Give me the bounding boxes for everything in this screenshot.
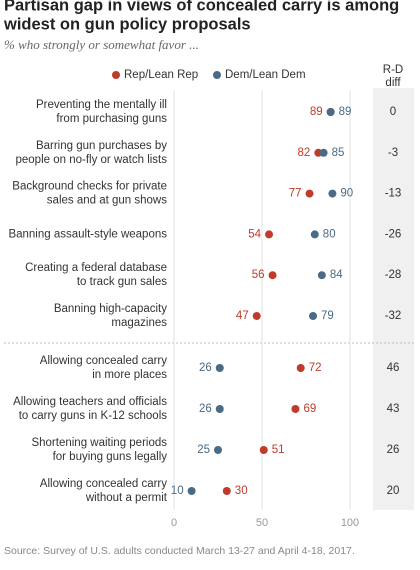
category-label: sales and at gun shows xyxy=(47,195,167,207)
diff-value: 46 xyxy=(387,362,400,374)
category-label: to carry guns in K-12 schools xyxy=(19,410,168,422)
legend-label: Rep/Lean Rep xyxy=(124,69,198,81)
value-label: 72 xyxy=(309,362,322,374)
legend-label: Dem/Lean Dem xyxy=(225,69,306,81)
dot xyxy=(296,364,305,372)
diff-value: -13 xyxy=(385,188,402,200)
dot xyxy=(222,487,231,495)
category-label: Banning assault-style weapons xyxy=(8,228,167,240)
category-label: Allowing concealed carry xyxy=(40,478,167,490)
dot xyxy=(215,364,224,372)
value-label: 26 xyxy=(199,362,212,374)
subtitle: % who strongly or somewhat favor ... xyxy=(4,37,199,52)
value-label: 56 xyxy=(252,269,265,281)
value-label: 26 xyxy=(199,403,212,415)
value-label: 80 xyxy=(323,228,336,240)
value-label: 85 xyxy=(332,147,345,159)
dot xyxy=(265,230,274,239)
dot xyxy=(305,189,314,198)
diff-column xyxy=(373,88,414,510)
category-label: Banning high-capacity xyxy=(54,303,167,315)
legend-dot xyxy=(112,71,120,79)
category-label: Allowing concealed carry xyxy=(40,355,167,367)
category-label: Allowing teachers and officials xyxy=(13,396,167,408)
diff-value: 26 xyxy=(387,444,400,456)
diff-value: -28 xyxy=(385,269,402,281)
category-label: Preventing the mentally ill xyxy=(36,99,167,111)
dot xyxy=(215,405,224,413)
dot xyxy=(319,148,328,157)
diff-value: -26 xyxy=(385,228,402,240)
dot xyxy=(252,312,261,320)
dot xyxy=(268,271,277,280)
diff-value: 0 xyxy=(390,106,396,118)
value-label: 79 xyxy=(321,310,334,322)
diff-value: 20 xyxy=(387,485,400,497)
value-label: 25 xyxy=(197,444,210,456)
value-label: 51 xyxy=(272,444,285,456)
dot xyxy=(214,446,222,454)
value-label: 82 xyxy=(298,147,311,159)
category-label: from purchasing guns xyxy=(56,113,167,125)
diff-value: -3 xyxy=(388,147,398,159)
category-label: Background checks for private xyxy=(12,181,167,193)
value-label: 90 xyxy=(340,188,353,200)
value-label: 89 xyxy=(310,106,323,118)
source: Source: Survey of U.S. adults conducted … xyxy=(4,545,355,557)
value-label: 54 xyxy=(248,228,261,240)
dot xyxy=(317,271,326,280)
dot xyxy=(310,230,319,239)
diff-header: diff xyxy=(385,77,401,89)
diff-value: 43 xyxy=(387,403,400,415)
category-label: people on no-fly or watch lists xyxy=(16,154,168,166)
category-label: for buying guns legally xyxy=(53,451,168,463)
diff-header: R-D xyxy=(383,64,403,76)
diff-value: -32 xyxy=(385,310,402,322)
value-label: 84 xyxy=(330,269,343,281)
legend-dot xyxy=(213,71,221,79)
dot xyxy=(309,312,318,320)
chart-title: Partisan gap in views of concealed carry… xyxy=(4,0,399,14)
x-tick-label: 100 xyxy=(341,517,359,529)
x-tick-label: 50 xyxy=(256,517,268,529)
dot xyxy=(187,487,196,495)
value-label: 10 xyxy=(171,485,184,497)
value-label: 77 xyxy=(289,188,302,200)
value-label: 69 xyxy=(303,403,316,415)
category-label: magazines xyxy=(111,317,167,329)
category-label: Creating a federal database xyxy=(25,262,167,274)
category-label: without a permit xyxy=(85,492,168,504)
dot xyxy=(328,189,337,198)
category-label: in more places xyxy=(92,369,167,381)
dot xyxy=(259,446,268,454)
value-label: 30 xyxy=(235,485,248,497)
dot xyxy=(291,405,300,413)
x-tick-label: 0 xyxy=(171,517,177,529)
dot xyxy=(326,108,335,116)
category-label: to track gun sales xyxy=(77,276,167,288)
value-label: 89 xyxy=(339,106,352,118)
category-label: Shortening waiting periods xyxy=(31,437,167,449)
category-label: Barring gun purchases by xyxy=(36,140,167,152)
chart-title: widest on gun policy proposals xyxy=(3,15,251,33)
value-label: 47 xyxy=(236,310,249,322)
